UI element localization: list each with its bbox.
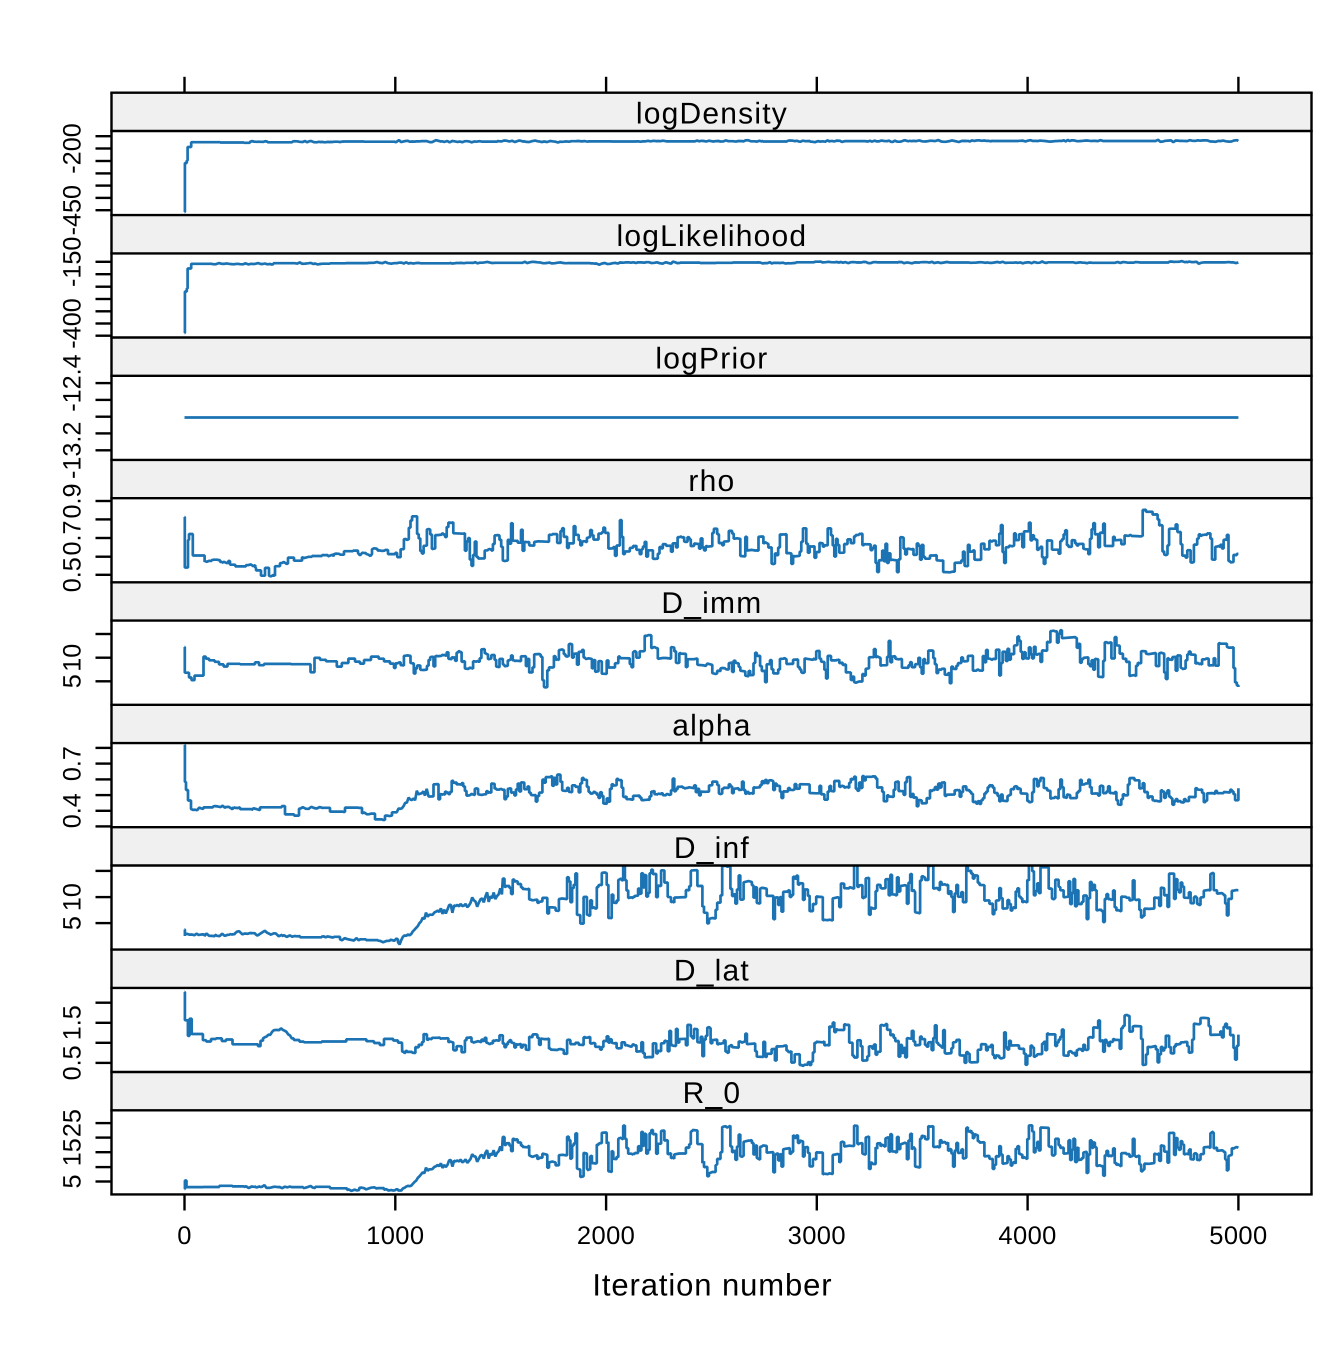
svg-text:logPrior: logPrior xyxy=(655,342,768,375)
svg-text:25: 25 xyxy=(59,1109,87,1137)
svg-text:0.5: 0.5 xyxy=(59,1045,87,1080)
svg-text:0.7: 0.7 xyxy=(59,746,87,781)
svg-text:4000: 4000 xyxy=(998,1222,1056,1250)
svg-text:1.5: 1.5 xyxy=(59,1005,87,1040)
svg-text:alpha: alpha xyxy=(672,710,751,743)
svg-text:rho: rho xyxy=(688,465,735,498)
svg-text:D_lat: D_lat xyxy=(674,955,750,988)
svg-text:15: 15 xyxy=(59,1138,87,1166)
svg-text:0.4: 0.4 xyxy=(59,793,87,828)
svg-text:-150: -150 xyxy=(59,237,87,287)
svg-text:-450: -450 xyxy=(59,185,87,235)
svg-text:-200: -200 xyxy=(59,123,87,173)
svg-text:5: 5 xyxy=(59,1174,87,1188)
svg-text:logLikelihood: logLikelihood xyxy=(617,220,808,253)
svg-text:1000: 1000 xyxy=(366,1222,424,1250)
svg-text:5: 5 xyxy=(59,916,87,930)
svg-text:D_inf: D_inf xyxy=(674,832,750,865)
svg-text:3000: 3000 xyxy=(788,1222,846,1250)
svg-text:0: 0 xyxy=(177,1222,192,1250)
svg-text:logDensity: logDensity xyxy=(636,98,788,131)
svg-text:0.5: 0.5 xyxy=(59,557,87,592)
svg-text:0.9: 0.9 xyxy=(59,483,87,518)
svg-text:D_imm: D_imm xyxy=(661,587,762,620)
svg-text:0.7: 0.7 xyxy=(59,520,87,555)
svg-text:5000: 5000 xyxy=(1209,1222,1267,1250)
svg-text:10: 10 xyxy=(59,883,87,911)
svg-text:10: 10 xyxy=(59,644,87,672)
svg-text:5: 5 xyxy=(59,674,87,688)
svg-text:-13.2: -13.2 xyxy=(59,422,87,479)
svg-text:2000: 2000 xyxy=(577,1222,635,1250)
svg-text:Iteration number: Iteration number xyxy=(592,1268,832,1303)
svg-text:R_0: R_0 xyxy=(683,1077,742,1110)
svg-text:-12.4: -12.4 xyxy=(59,354,87,411)
svg-text:-400: -400 xyxy=(59,298,87,348)
